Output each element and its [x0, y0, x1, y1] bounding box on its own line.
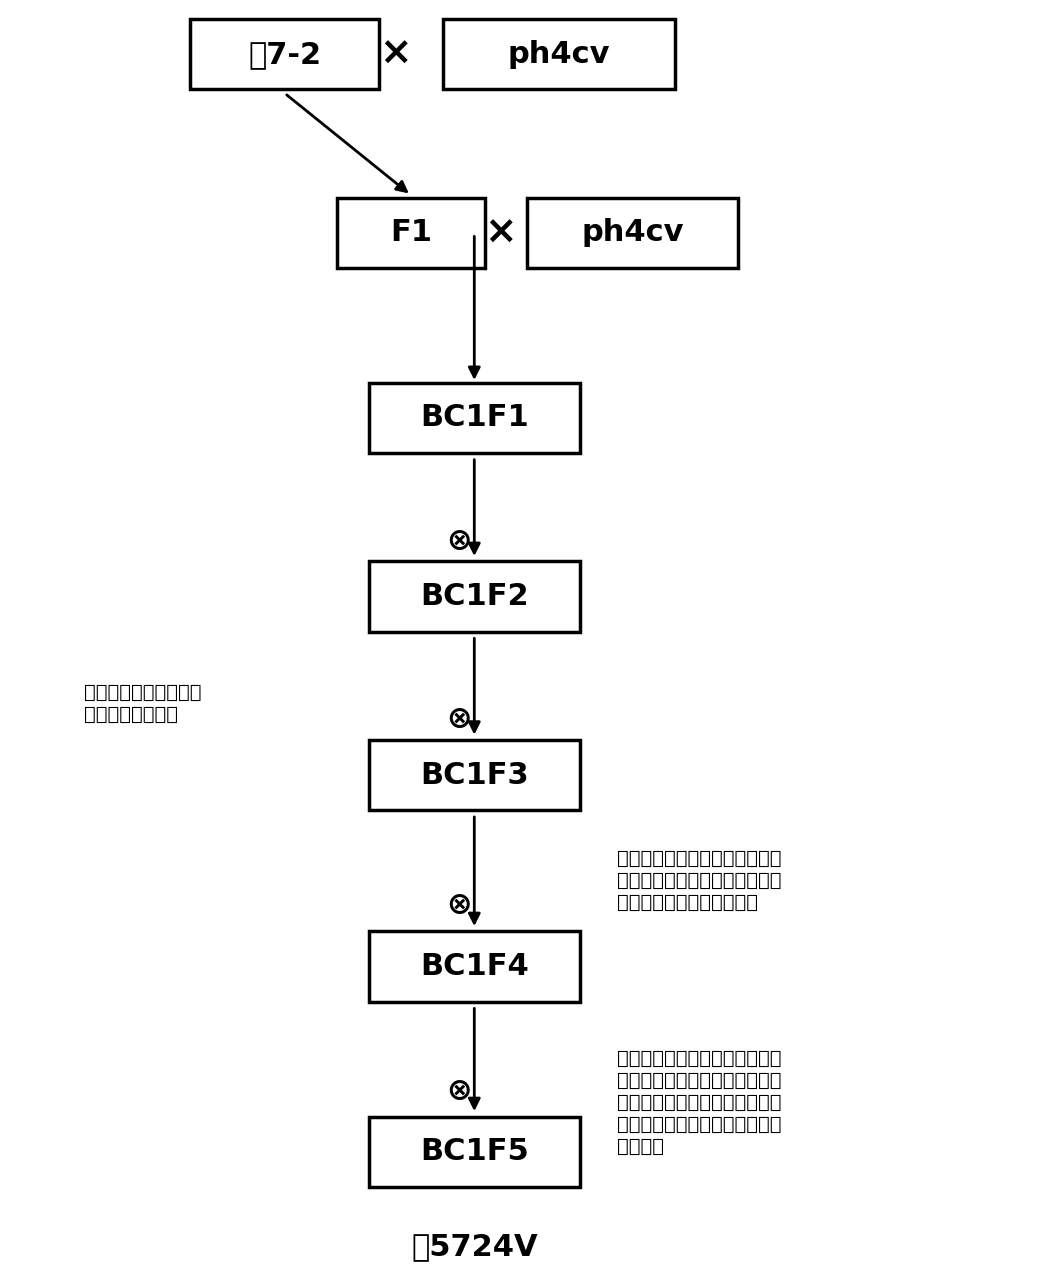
Text: 择优选择含双亲优良性
状的单株进行混数: 择优选择含双亲优良性 状的单株进行混数 [84, 683, 201, 723]
Text: 对优良单株及双亲进行全基囤组
选择，聚合双亲优良性状且遗传
背景与目标性状更近的单株进行
配合力测定，筛选配合力好的优
良单株。: 对优良单株及双亲进行全基囤组 选择，聚合双亲优良性状且遗传 背景与目标性状更近的… [617, 1049, 781, 1156]
FancyBboxPatch shape [527, 198, 738, 268]
Text: BC1F3: BC1F3 [419, 760, 529, 790]
Text: ph4cv: ph4cv [581, 218, 684, 248]
Text: BC1F2: BC1F2 [419, 582, 529, 611]
Text: ×: × [379, 36, 411, 73]
FancyBboxPatch shape [369, 561, 580, 632]
Text: ×: × [485, 214, 516, 251]
Text: BC1F4: BC1F4 [419, 952, 529, 981]
Text: ⊗: ⊗ [446, 527, 471, 555]
FancyBboxPatch shape [369, 740, 580, 810]
FancyBboxPatch shape [190, 19, 379, 89]
Text: ⊗: ⊗ [446, 892, 471, 920]
Text: 昌7-2: 昌7-2 [248, 40, 321, 69]
Text: BC1F5: BC1F5 [419, 1137, 529, 1166]
FancyBboxPatch shape [369, 383, 580, 453]
Text: BC1F1: BC1F1 [419, 403, 529, 433]
FancyBboxPatch shape [369, 931, 580, 1002]
Text: ph4cv: ph4cv [507, 40, 610, 69]
Text: ⊗: ⊗ [446, 1077, 471, 1105]
Text: F1: F1 [390, 218, 432, 248]
Text: 对优良单株及双亲进行全基因组
选择，聚合双亲优良性状且遗传
背景与目标性状更近的单株: 对优良单株及双亲进行全基因组 选择，聚合双亲优良性状且遗传 背景与目标性状更近的… [617, 849, 781, 911]
Text: 艃5724V: 艃5724V [411, 1231, 538, 1261]
FancyBboxPatch shape [443, 19, 675, 89]
FancyBboxPatch shape [337, 198, 485, 268]
FancyBboxPatch shape [369, 1116, 580, 1187]
Text: ⊗: ⊗ [446, 706, 471, 734]
